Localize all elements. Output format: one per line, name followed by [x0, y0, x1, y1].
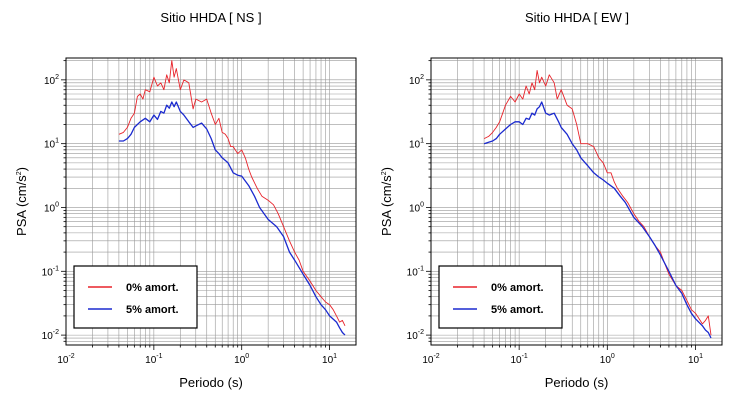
y-tick-label: 10-1	[407, 265, 424, 278]
x-tick-label: 100	[234, 353, 249, 366]
chart-panel-1: Sitio HHDA [ NS ] 10-2 10-1 100 101 10-2 10-1 1…	[14, 10, 357, 390]
x-axis-label: Periodo (s)	[545, 375, 609, 390]
legend: 0% amort. 5% amort.	[438, 265, 563, 329]
x-tick-label: 10-2	[422, 353, 439, 366]
legend-box	[438, 265, 563, 329]
legend-label: 5% amort.	[126, 304, 179, 316]
x-tick-label: 10-1	[510, 353, 527, 366]
x-tick-label: 101	[322, 353, 337, 366]
x-tick-label: 10-1	[145, 353, 162, 366]
y-tick-label: 101	[409, 138, 424, 151]
chart-panel-2: Sitio HHDA [ EW ] 10-2 10-1 100 101 10-2 10-1 1…	[379, 10, 723, 390]
legend-box	[73, 265, 198, 329]
tick-marks	[61, 60, 330, 350]
y-tick-label: 102	[44, 74, 59, 87]
plot-frame	[430, 57, 723, 346]
chart-title: Sitio HHDA [ EW ]	[525, 10, 629, 25]
x-tick-label: 10-2	[57, 353, 74, 366]
legend-label: 5% amort.	[491, 304, 544, 316]
x-tick-label: 101	[688, 353, 703, 366]
series-line	[118, 101, 346, 336]
y-axis-label: PSA (cm/s2)	[14, 167, 29, 236]
legend: 0% amort. 5% amort.	[73, 265, 198, 329]
y-tick-label: 100	[409, 201, 424, 214]
legend-label: 0% amort.	[491, 282, 544, 294]
y-axis-label: PSA (cm/s2)	[379, 167, 394, 236]
y-tick-label: 102	[409, 74, 424, 87]
x-tick-label: 100	[600, 353, 615, 366]
tick-marks	[426, 60, 696, 350]
x-axis-label: Periodo (s)	[179, 375, 243, 390]
legend-label: 0% amort.	[126, 282, 179, 294]
series-line	[483, 101, 712, 339]
plot-frame	[65, 57, 357, 346]
series-line	[118, 60, 346, 326]
y-tick-label: 10-2	[42, 329, 59, 342]
chart-title: Sitio HHDA [ NS ]	[160, 10, 261, 25]
y-tick-label: 100	[44, 201, 59, 214]
y-tick-label: 101	[44, 138, 59, 151]
y-tick-label: 10-2	[407, 329, 424, 342]
y-tick-label: 10-1	[42, 265, 59, 278]
